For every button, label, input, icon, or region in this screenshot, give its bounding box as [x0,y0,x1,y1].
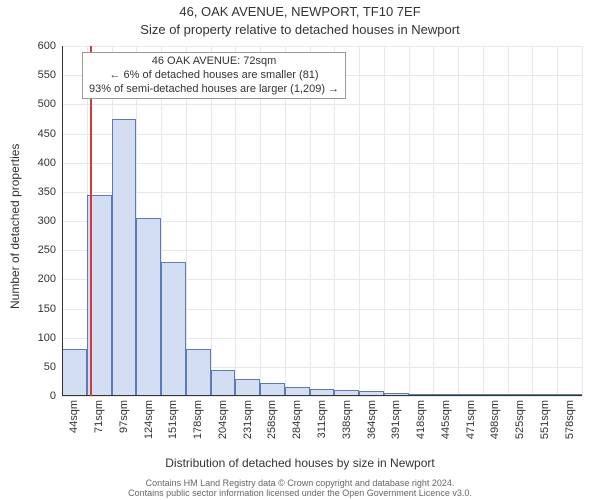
x-tick-label: 71sqm [93,400,105,433]
gridline-horizontal [62,192,582,193]
x-axis-line [62,395,582,396]
info-box: 46 OAK AVENUE: 72sqm← 6% of detached hou… [82,52,346,99]
y-tick-label: 600 [38,40,56,52]
gridline-horizontal [62,396,582,397]
y-tick-label: 400 [38,157,56,169]
y-tick-label: 50 [44,361,56,373]
gridline-horizontal [62,134,582,135]
x-tick-label: 258sqm [266,400,278,439]
x-tick-label: 498sqm [489,400,501,439]
page-subtitle: Size of property relative to detached ho… [0,22,600,37]
y-tick-label: 300 [38,215,56,227]
x-tick-label: 578sqm [564,400,576,439]
info-box-line3: 93% of semi-detached houses are larger (… [89,83,339,97]
y-tick-label: 100 [38,332,56,344]
x-tick-label: 338sqm [341,400,353,439]
info-box-line1: 46 OAK AVENUE: 72sqm [89,55,339,69]
y-tick-label: 500 [38,98,56,110]
footnote-line1: Contains HM Land Registry data © Crown c… [146,478,455,488]
x-tick-label: 97sqm [118,400,130,433]
x-tick-label: 551sqm [539,400,551,439]
y-tick-label: 200 [38,273,56,285]
gridline-horizontal [62,104,582,105]
x-tick-label: 525sqm [514,400,526,439]
x-tick-label: 364sqm [366,400,378,439]
gridline-horizontal [62,163,582,164]
x-tick-label: 471sqm [465,400,477,439]
x-tick-label: 418sqm [415,400,427,439]
histogram-bar [235,379,260,397]
x-tick-label: 204sqm [217,400,229,439]
histogram-bar [186,349,211,396]
y-axis-label: Number of detached properties [8,143,22,308]
histogram-plot: 05010015020025030035040045050055060044sq… [62,46,582,396]
gridline-vertical [582,46,583,396]
histogram-bar [211,370,236,396]
histogram-bar [161,262,186,396]
x-tick-label: 151sqm [167,400,179,439]
y-tick-label: 450 [38,128,56,140]
x-axis-label: Distribution of detached houses by size … [0,456,600,470]
x-tick-label: 44sqm [68,400,80,433]
x-tick-label: 391sqm [390,400,402,439]
gridline-horizontal [62,46,582,47]
x-tick-label: 311sqm [316,400,328,438]
y-tick-label: 150 [38,303,56,315]
y-tick-label: 0 [50,390,56,402]
y-tick-label: 250 [38,244,56,256]
histogram-bar [62,349,87,396]
info-box-line2: ← 6% of detached houses are smaller (81) [89,69,339,83]
footnote-line2: Contains public sector information licen… [128,488,472,498]
x-tick-label: 178sqm [192,400,204,439]
y-axis-line [62,46,63,396]
y-tick-label: 350 [38,186,56,198]
page-title: 46, OAK AVENUE, NEWPORT, TF10 7EF [0,4,600,19]
histogram-bar [136,218,161,396]
footnote: Contains HM Land Registry data © Crown c… [0,478,600,498]
x-tick-label: 445sqm [440,400,452,439]
y-tick-label: 550 [38,69,56,81]
x-tick-label: 231sqm [242,400,254,439]
x-tick-label: 124sqm [143,400,155,439]
histogram-bar [112,119,137,396]
x-tick-label: 284sqm [291,400,303,439]
